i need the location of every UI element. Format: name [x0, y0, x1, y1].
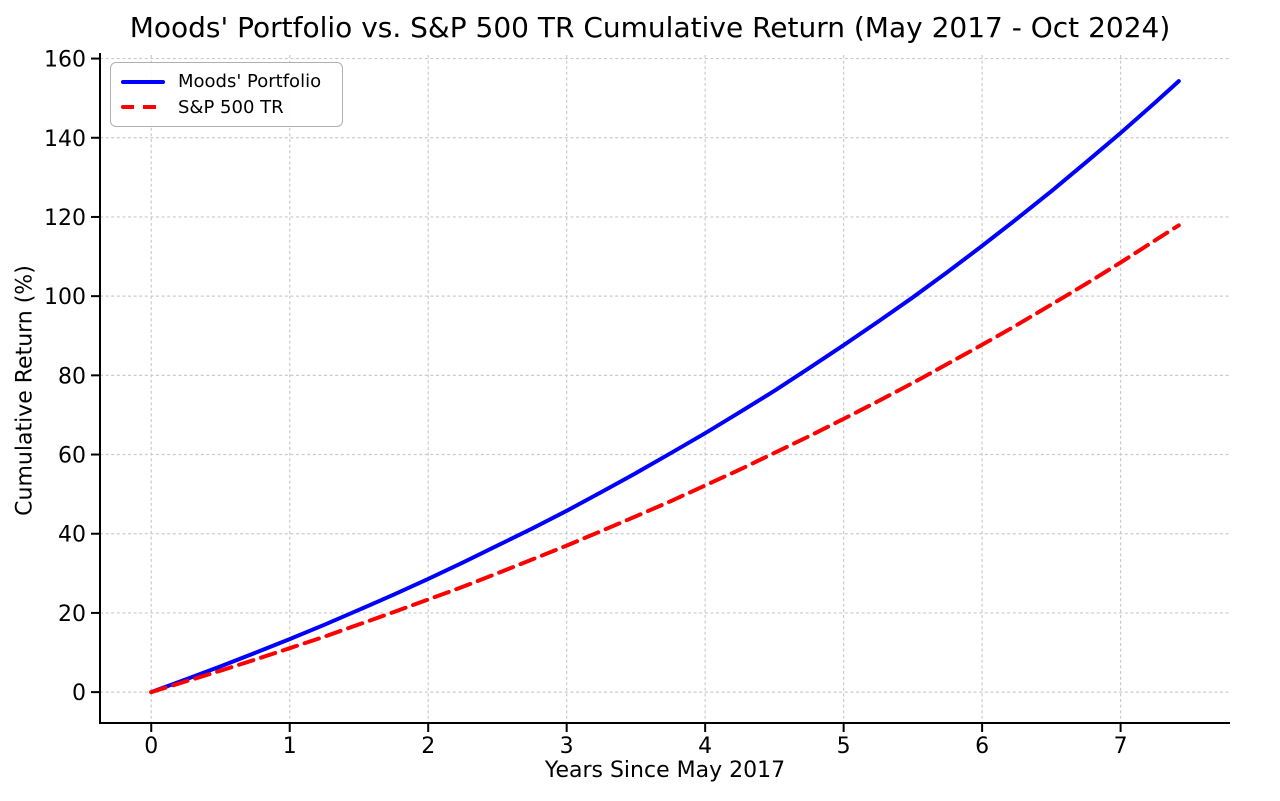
x-tick-label: 5 — [837, 734, 851, 759]
x-axis-label: Years Since May 2017 — [544, 758, 786, 783]
x-tick-label: 1 — [283, 734, 297, 759]
x-tick-label: 3 — [560, 734, 574, 759]
moods-portfolio-line-icon — [121, 79, 165, 84]
x-tick-label: 2 — [421, 734, 435, 759]
x-tick-label: 7 — [1114, 734, 1128, 759]
legend-item-sp500-tr: S&P 500 TR — [121, 97, 332, 118]
y-tick-label: 120 — [44, 206, 86, 231]
legend-item-moods-portfolio: Moods' Portfolio — [121, 71, 332, 92]
y-tick-label: 40 — [58, 523, 86, 548]
legend-label-sp500-tr: S&P 500 TR — [178, 96, 284, 118]
x-tick-label: 4 — [698, 734, 712, 759]
x-tick-label: 0 — [144, 734, 158, 759]
y-tick-label: 160 — [44, 48, 86, 73]
y-tick-label: 80 — [58, 364, 86, 389]
y-tick-label: 140 — [44, 127, 86, 152]
sp500-tr-line-icon — [121, 105, 165, 110]
x-tick-label: 6 — [975, 734, 989, 759]
y-tick-label: 60 — [58, 444, 86, 469]
series-line-moods-portfolio — [149, 79, 1181, 695]
series-line-sp500-tr — [149, 223, 1181, 695]
y-tick-label: 20 — [58, 602, 86, 627]
y-tick-label: 0 — [72, 681, 86, 706]
y-tick-label: 100 — [44, 285, 86, 310]
legend: Moods' Portfolio S&P 500 TR — [110, 62, 343, 127]
legend-label-moods-portfolio: Moods' Portfolio — [178, 71, 322, 93]
chart-title: Moods' Portfolio vs. S&P 500 TR Cumulati… — [129, 11, 1171, 44]
